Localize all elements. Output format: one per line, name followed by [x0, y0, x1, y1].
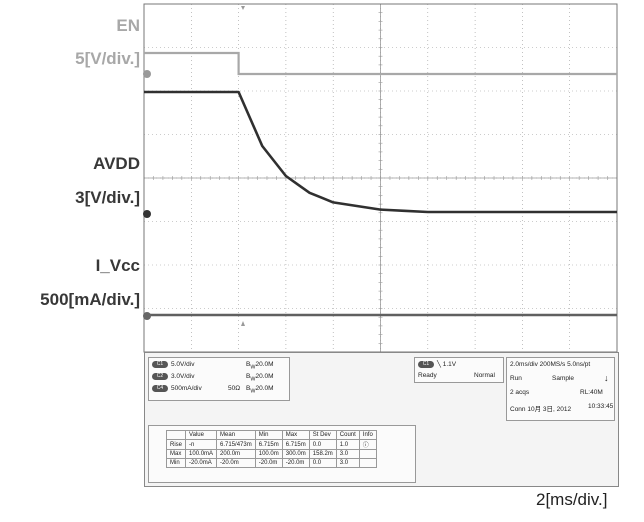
trigger-position-marker [241, 6, 245, 10]
avdd-label: AVDD [93, 154, 140, 173]
table-cell: 300.0m [281, 449, 310, 459]
ch1-bw: BW20.0M [246, 361, 274, 371]
ch2-row: C2 3.0V/div [152, 373, 195, 380]
table-cell: 3.0 [335, 458, 360, 468]
table-cell: 100.0m [254, 449, 283, 459]
en-scale-label: 5[V/div.] [75, 49, 140, 68]
channel-box [148, 357, 290, 401]
avdd-trace [144, 90, 617, 214]
table-cell: -20.0m [281, 458, 310, 468]
acq-run: Run [510, 375, 522, 382]
table-cell [358, 449, 377, 459]
acq-arrow-icon: ↓ [604, 373, 609, 383]
ch4-bw: BW20.0M [246, 385, 274, 395]
header-cell: Value [185, 430, 218, 440]
header-cell [165, 430, 187, 440]
ivcc-scale-label: 500[mA/div.] [40, 290, 140, 309]
table-cell: 0.0 [308, 458, 337, 468]
table-cell: 0.0 [308, 439, 337, 450]
measurement-header-row: Value Mean Min Max St Dev Count Info [165, 430, 377, 440]
timebase-row1: 2.0ms/div 200MS/s 5.0ns/pt [510, 361, 591, 368]
trigger-slope-icon: ╲ [437, 361, 441, 368]
header-cell: Min [254, 430, 283, 440]
ch2-scale: 3.0V/div [171, 373, 195, 381]
ch2-bw: BW20.0M [246, 373, 274, 383]
table-cell: 6.715/473m [216, 439, 256, 450]
trigger-mode: Normal [474, 372, 495, 379]
avdd-scale-label: 3[V/div.] [75, 188, 140, 207]
trigger-channel-badge: C1 [418, 360, 434, 368]
table-cell: Min [165, 458, 187, 468]
ivcc-label: I_Vcc [95, 256, 140, 275]
ch2-ground-marker [143, 210, 151, 218]
timebase-box [506, 357, 615, 421]
ch4-badge: C4 [152, 385, 168, 392]
date: Conn 10月 3日, 2012 [510, 406, 572, 413]
ch2-badge: C2 [152, 373, 168, 380]
time: 10:33:45 [588, 403, 614, 410]
trigger-state: Ready [418, 372, 437, 379]
acq-count: 2 acqs [510, 389, 530, 396]
header-cell: Mean [216, 430, 256, 440]
header-cell: St Dev [308, 430, 337, 440]
ch1-row: C1 5.0V/div [152, 361, 195, 368]
markers [143, 6, 245, 326]
en-label: EN [116, 16, 140, 35]
table-cell [358, 458, 377, 468]
trigger-level: 1.1V [442, 361, 457, 368]
ch4-row: C4 500mA/div [152, 385, 202, 392]
table-cell: -20.0mA [185, 458, 218, 468]
measurement-table: Value Mean Min Max St Dev Count Info Ris… [165, 430, 377, 468]
info-icon: ⓘ [358, 439, 377, 450]
ch1-scale: 5.0V/div [171, 361, 195, 369]
acq-sample: Sample [552, 375, 575, 382]
ch4-ground-marker [143, 312, 151, 320]
table-cell: -20.0m [216, 458, 256, 468]
table-row: Min -20.0mA -20.0m -20.0m -20.0m 0.0 3.0 [165, 458, 377, 468]
table-cell: 100.0mA [185, 449, 218, 459]
record-length: RL:40M [580, 389, 603, 396]
table-row: Max 100.0mA 200.0m 100.0m 300.0m 158.2m … [165, 449, 377, 459]
ch1-bw-value: 20.0M [255, 361, 274, 368]
header-cell: Count [335, 430, 360, 440]
table-cell: 6.715m [281, 439, 310, 450]
trigger-row: C1 ╲ 1.1V [418, 360, 456, 368]
table-row: Rise -n 6.715/473m 6.715m 6.715m 0.0 1.0… [165, 439, 377, 450]
table-cell: 6.715m [254, 439, 283, 450]
table-cell: Rise [165, 439, 187, 450]
table-cell: 1.0 [335, 439, 360, 450]
en-trace [144, 51, 617, 76]
header-cell: Max [281, 430, 310, 440]
table-cell: 200.0m [216, 449, 256, 459]
ch1-ground-marker [143, 70, 151, 78]
ch4-scale: 500mA/div [171, 385, 202, 393]
table-cell: -20.0m [254, 458, 283, 468]
ch4-bw-value: 20.0M [255, 385, 274, 392]
traces [144, 51, 617, 317]
time-scale-label: 2[ms/div.] [536, 490, 608, 509]
table-cell: 3.0 [335, 449, 360, 459]
grid [143, 3, 618, 353]
trigger-position-marker-bottom [241, 321, 245, 326]
ch2-bw-value: 20.0M [255, 373, 274, 380]
table-cell: Max [165, 449, 187, 459]
header-cell: Info [358, 430, 377, 440]
ch1-badge: C1 [152, 361, 168, 368]
table-cell: -n [185, 439, 218, 450]
ch4-coupling: 50Ω [228, 385, 241, 392]
table-cell: 158.2m [308, 449, 337, 459]
